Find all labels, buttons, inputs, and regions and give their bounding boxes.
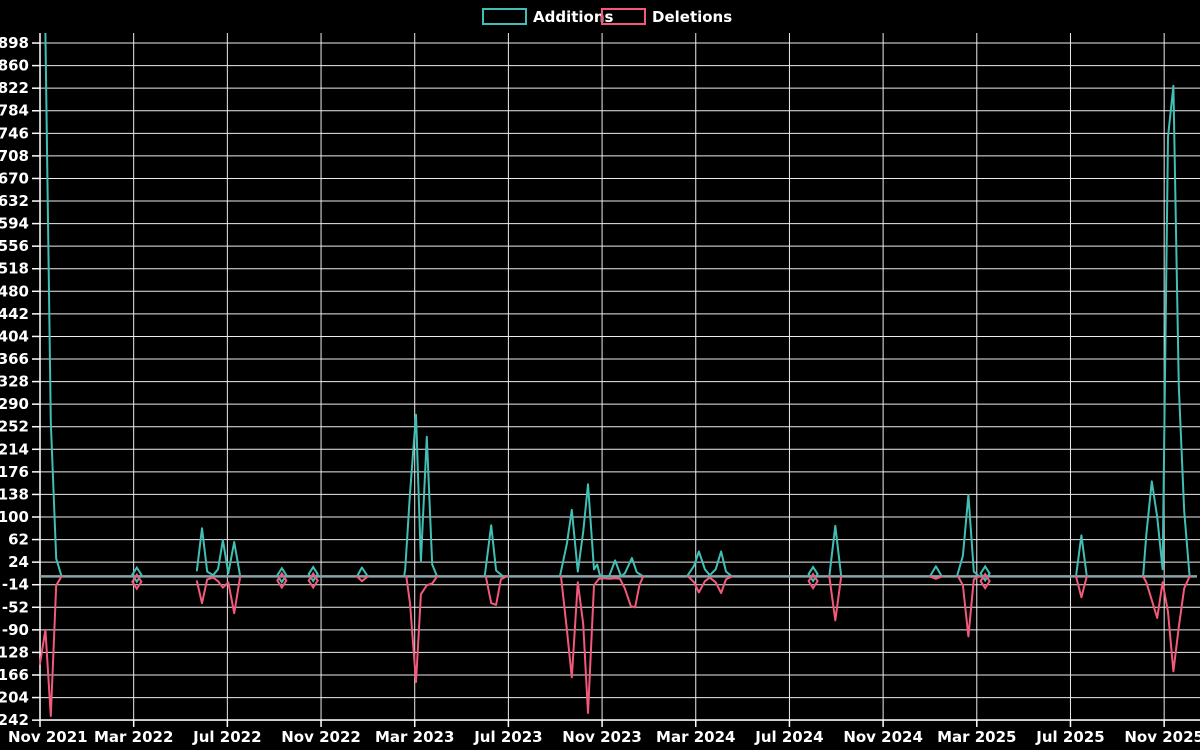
x-tick-label: Jul 2025	[1035, 728, 1104, 746]
y-tick-label: 708	[0, 147, 29, 165]
y-tick-label: 252	[0, 418, 29, 436]
series-layer	[39, 33, 1197, 717]
additions-diamond-marker	[307, 565, 319, 583]
deletions-line	[356, 575, 369, 583]
additions-line	[44, 33, 63, 578]
y-tick-label: 442	[0, 305, 29, 323]
y-tick-label: 860	[0, 57, 29, 75]
y-tick-label: 898	[0, 34, 29, 52]
deletions-line	[828, 575, 843, 622]
additions-line	[1142, 84, 1191, 578]
x-tick-label: Jul 2023	[473, 728, 542, 746]
additions-line	[928, 565, 943, 578]
x-tick-label: Mar 2025	[937, 728, 1016, 746]
x-tick-label: Nov 2023	[562, 728, 642, 746]
additions-series	[44, 33, 1191, 585]
deletions-series	[39, 571, 1191, 717]
y-tick-label: 176	[0, 463, 29, 481]
deletions-line	[928, 575, 943, 580]
deletions-diamond-marker	[807, 572, 819, 591]
y-tick-label: 518	[0, 260, 29, 278]
deletions-line	[405, 575, 439, 684]
x-tick-label: Jul 2024	[754, 728, 823, 746]
grid-layer	[39, 33, 1200, 721]
x-tick-label: Nov 2024	[843, 728, 923, 746]
deletions-line	[484, 575, 508, 606]
y-tick-label: 746	[0, 124, 29, 142]
deletions-line	[39, 575, 63, 717]
y-tick-label: 480	[0, 282, 29, 300]
additions-line	[956, 494, 981, 578]
axis-layer	[32, 33, 1200, 727]
legend-label-deletions[interactable]: Deletions	[652, 8, 732, 26]
additions-diamond-marker	[979, 564, 991, 583]
deletions-line	[1075, 575, 1088, 599]
x-tick-label: Jul 2022	[192, 728, 261, 746]
legend-label-additions[interactable]: Additions	[533, 8, 614, 26]
y-tick-label: 404	[0, 327, 29, 345]
deletions-line	[957, 575, 981, 638]
deletions-line	[560, 575, 645, 714]
y-tick-label: 214	[0, 440, 29, 458]
additions-diamond-marker	[276, 566, 288, 585]
y-tick-label: -204	[0, 689, 29, 707]
additions-line	[483, 524, 505, 578]
additions-line	[1075, 534, 1088, 578]
deletions-line	[195, 575, 242, 615]
y-tick-label: 556	[0, 237, 29, 255]
deletions-diamond-marker	[979, 572, 991, 591]
additions-line	[356, 566, 369, 578]
y-tick-label: 822	[0, 79, 29, 97]
additions-line	[195, 527, 242, 578]
additions-line	[403, 413, 439, 578]
y-tick-label: 670	[0, 169, 29, 187]
legend: Additions Deletions	[482, 8, 732, 26]
y-tick-label: -128	[0, 643, 29, 661]
x-tick-label: Mar 2024	[656, 728, 735, 746]
y-tick-label: 784	[0, 102, 29, 120]
additions-diamond-marker	[807, 565, 819, 583]
y-tick-label: 138	[0, 485, 29, 503]
y-tick-label: -90	[2, 621, 29, 639]
y-tick-label: 24	[8, 553, 29, 571]
x-tick-label: Nov 2021	[8, 728, 88, 746]
x-tick-label: Nov 2022	[281, 728, 361, 746]
y-tick-label: 594	[0, 215, 29, 233]
y-tick-label: 100	[0, 508, 29, 526]
y-tick-label: 632	[0, 192, 29, 210]
legend-swatch-additions[interactable]	[482, 8, 527, 25]
y-tick-label: -166	[0, 666, 29, 684]
y-tick-label: 328	[0, 373, 29, 391]
y-tick-label: 366	[0, 350, 29, 368]
additions-line	[686, 550, 733, 578]
y-tick-label: -14	[2, 576, 29, 594]
legend-swatch-deletions[interactable]	[601, 8, 646, 25]
deletions-diamond-marker	[131, 572, 143, 591]
deletions-diamond-marker	[276, 571, 288, 590]
y-tick-label: -242	[0, 711, 29, 729]
deletions-diamond-marker	[307, 571, 319, 590]
additions-diamond-marker	[131, 565, 143, 584]
x-tick-label: Mar 2022	[94, 728, 173, 746]
additions-line	[828, 524, 843, 578]
additions-line	[558, 483, 645, 578]
x-tick-label: Nov 2025	[1124, 728, 1200, 746]
y-tick-label: 290	[0, 395, 29, 413]
deletions-line	[687, 575, 733, 594]
axis-labels-layer: 898 860 822 784 746 708 670 632 594 556 518 480 442 4…	[0, 34, 1200, 746]
deletions-line	[1142, 575, 1191, 673]
y-tick-label: 62	[8, 531, 29, 549]
y-tick-label: -52	[2, 598, 29, 616]
x-tick-label: Mar 2023	[375, 728, 454, 746]
